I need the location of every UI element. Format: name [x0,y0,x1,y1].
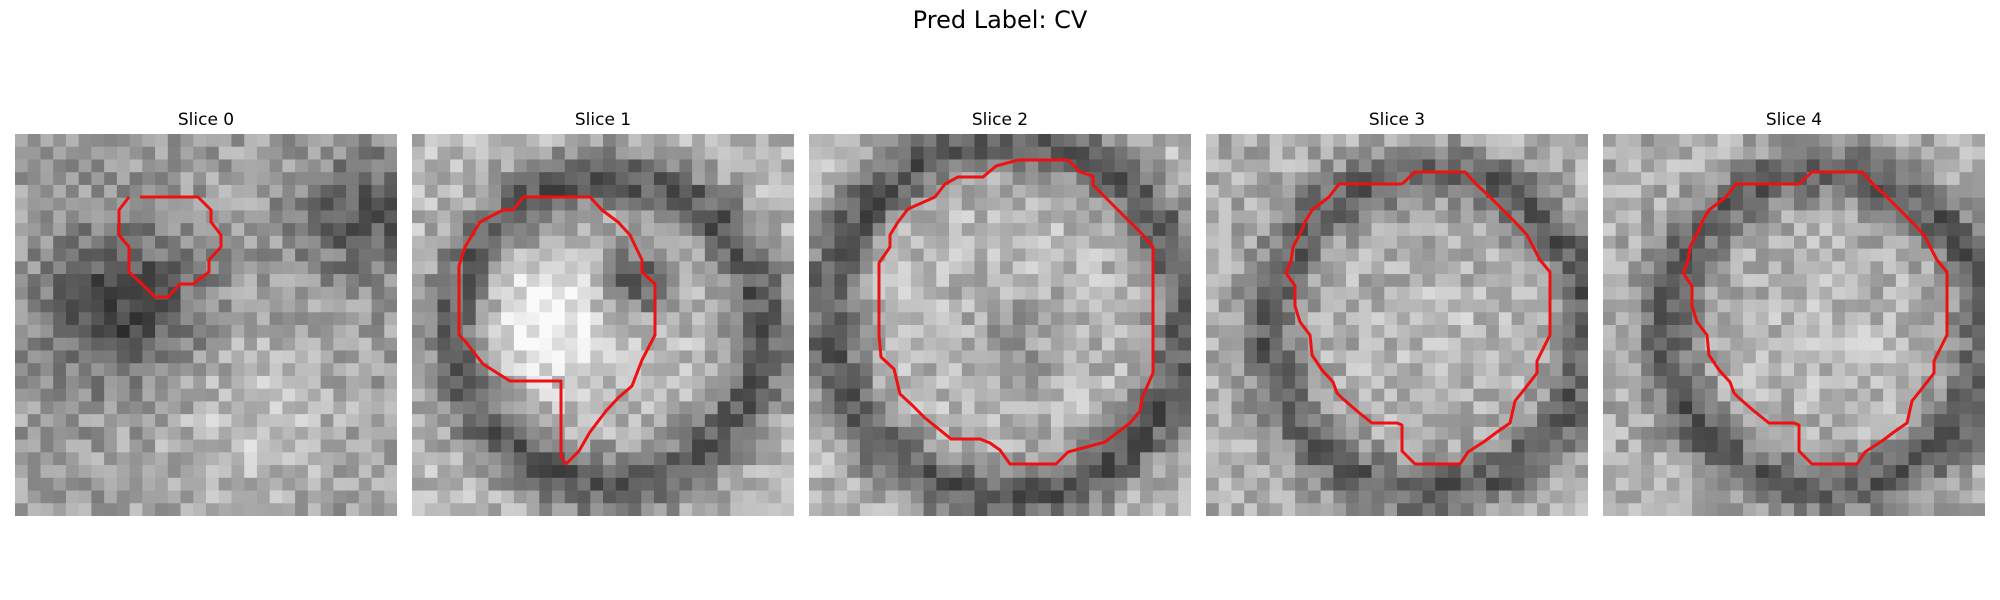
slice-title: Slice 1 [574,110,632,130]
slice-image [412,134,794,516]
slice-image [1206,134,1588,516]
slice-title: Slice 3 [1368,110,1426,130]
segmentation-contour [117,195,223,299]
grayscale-patch [1603,134,1985,516]
figure-title: Pred Label: CV [912,6,1088,34]
slice-panel-0: Slice 0 [15,108,397,516]
slice-panel-2: Slice 2 [809,108,1191,516]
slice-title: Slice 4 [1765,110,1823,130]
grayscale-patch [1206,134,1588,516]
segmentation-contour [457,195,657,466]
slice-title: Slice 2 [971,110,1029,130]
segmentation-contour [877,158,1155,466]
grayscale-patch [15,134,397,516]
slice-image [809,134,1191,516]
segmentation-contour [1284,170,1552,466]
slice-image [1603,134,1985,516]
slice-image [15,134,397,516]
slice-panel-1: Slice 1 [412,108,794,516]
segmentation-contour [1681,170,1949,466]
slice-title: Slice 0 [177,110,235,130]
grayscale-patch [412,134,794,516]
slice-panel-3: Slice 3 [1206,108,1588,516]
slice-panel-4: Slice 4 [1603,108,1985,516]
grayscale-patch [809,134,1191,516]
